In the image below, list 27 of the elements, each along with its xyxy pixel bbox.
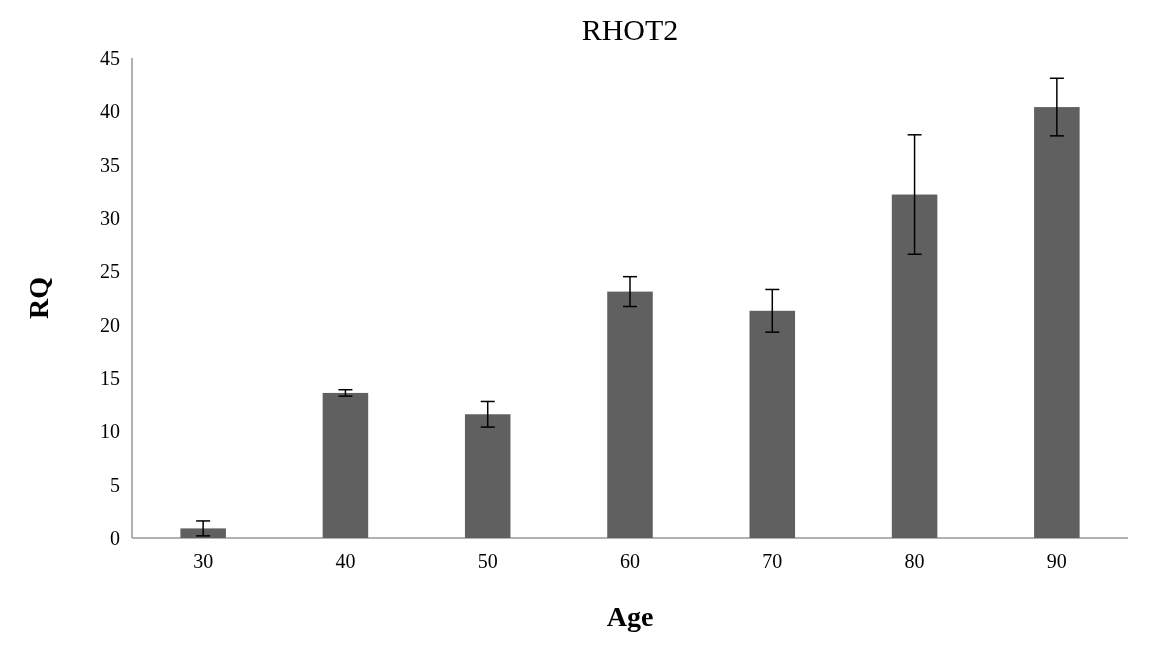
y-tick-label: 25: [100, 260, 120, 283]
x-tick-label: 40: [335, 550, 356, 572]
chart-title: RHOT2: [581, 13, 679, 46]
x-tick-label: 70: [762, 550, 783, 572]
y-tick-label: 45: [100, 47, 120, 69]
y-tick-label: 15: [100, 367, 120, 389]
bar: [1034, 107, 1080, 538]
y-tick-label: 30: [100, 207, 120, 229]
y-tick-label: 40: [100, 100, 120, 123]
y-tick-label: 5: [110, 473, 120, 496]
bar: [749, 310, 796, 538]
x-tick-label: 90: [1046, 550, 1067, 572]
y-axis-title: RQ: [23, 277, 54, 319]
bar: [322, 392, 369, 538]
bar: [607, 291, 653, 538]
x-axis-title: Age: [606, 601, 654, 632]
bar: [180, 528, 226, 538]
y-tick-label: 20: [100, 313, 120, 336]
x-tick-label: 30: [193, 550, 214, 572]
y-tick-label: 10: [100, 420, 120, 443]
bar: [464, 414, 511, 538]
x-tick-label: 80: [904, 550, 925, 572]
x-tick-label: 50: [477, 550, 498, 572]
y-tick-label: 35: [100, 153, 120, 176]
x-tick-label: 60: [620, 550, 640, 572]
bar: [891, 194, 938, 538]
y-tick-label: 0: [110, 527, 120, 549]
